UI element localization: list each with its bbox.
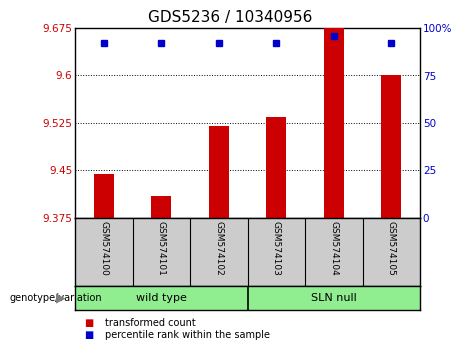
Text: GSM574104: GSM574104	[329, 221, 338, 276]
Text: GSM574100: GSM574100	[99, 221, 108, 276]
Bar	[266, 117, 286, 218]
Bar	[324, 28, 344, 218]
Bar	[94, 174, 114, 218]
Text: GSM574101: GSM574101	[157, 221, 166, 276]
Text: GDS5236 / 10340956: GDS5236 / 10340956	[148, 10, 313, 25]
Text: ■: ■	[84, 318, 94, 328]
Text: wild type: wild type	[136, 293, 187, 303]
Text: GSM574103: GSM574103	[272, 221, 281, 276]
Text: GSM574105: GSM574105	[387, 221, 396, 276]
Text: transformed count: transformed count	[105, 318, 196, 328]
Text: ■: ■	[84, 330, 94, 340]
Bar	[381, 75, 402, 218]
Text: percentile rank within the sample: percentile rank within the sample	[105, 330, 270, 340]
Text: GSM574102: GSM574102	[214, 221, 223, 276]
Text: ▶: ▶	[56, 291, 66, 304]
Text: SLN null: SLN null	[311, 293, 357, 303]
Bar	[209, 126, 229, 218]
Text: genotype/variation: genotype/variation	[9, 293, 102, 303]
Bar	[151, 196, 171, 218]
